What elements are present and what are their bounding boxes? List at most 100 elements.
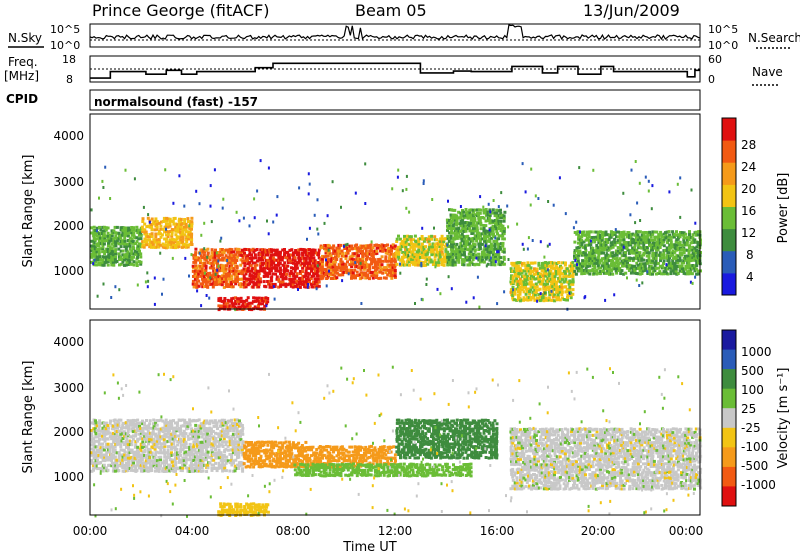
heatmap-cell [533, 267, 536, 270]
heatmap-cell [191, 253, 193, 256]
heatmap-cell [211, 251, 214, 254]
heatmap-cell [167, 246, 170, 249]
heatmap-cell [268, 232, 270, 235]
heatmap-cell [368, 277, 371, 280]
nsky-right-tick-bottom: 10^0 [708, 39, 738, 52]
heatmap-cell [474, 243, 477, 246]
heatmap-cell [144, 449, 147, 452]
heatmap-cell [96, 459, 99, 462]
heatmap-cell [454, 263, 457, 266]
heatmap-cell [209, 276, 211, 279]
heatmap-cell [188, 275, 190, 278]
heatmap-cell [611, 251, 614, 254]
heatmap-cell [94, 241, 96, 244]
heatmap-cell [572, 288, 575, 291]
heatmap-cell [151, 232, 154, 235]
heatmap-cell [463, 263, 466, 266]
nsky-left-tick-top: 10^5 [50, 23, 80, 36]
heatmap-cell [581, 259, 584, 262]
heatmap-cell [199, 252, 201, 255]
heatmap-cell [346, 260, 349, 263]
heatmap-cell [615, 228, 617, 231]
heatmap-cell [447, 200, 449, 203]
heatmap-cell [190, 220, 193, 223]
heatmap-cell [606, 241, 609, 244]
heatmap-cell [642, 259, 645, 262]
heatmap-cell [299, 286, 302, 289]
heatmap-cell [452, 232, 455, 235]
heatmap-cell [394, 274, 397, 277]
heatmap-cell [631, 169, 633, 172]
heatmap-cell [112, 264, 115, 267]
heatmap-cell [190, 228, 193, 231]
heatmap-cell [136, 256, 139, 259]
heatmap-cell [682, 248, 684, 251]
heatmap-cell [372, 255, 375, 258]
heatmap-cell [235, 259, 238, 262]
heatmap-cell [159, 456, 162, 459]
heatmap-cell [122, 250, 125, 253]
heatmap-cell [266, 220, 268, 223]
heatmap-cell [230, 275, 233, 278]
heatmap-cell [196, 289, 198, 292]
heatmap-cell [553, 278, 556, 281]
heatmap-cell [183, 205, 185, 208]
heatmap-cell [536, 300, 538, 303]
power-cbar-tick-8: 8 [746, 248, 754, 262]
heatmap-cell [451, 287, 453, 290]
heatmap-cell [299, 260, 302, 263]
nave-right-tick-top: 60 [708, 53, 722, 66]
heatmap-cell [421, 227, 423, 230]
heatmap-cell [194, 424, 197, 427]
heatmap-cell [549, 270, 552, 273]
heatmap-cell [297, 251, 300, 254]
heatmap-cell [422, 298, 424, 301]
heatmap-cell [490, 257, 492, 260]
heatmap-cell [232, 250, 235, 253]
heatmap-cell [359, 258, 362, 261]
heatmap-cell [292, 273, 295, 276]
heatmap-cell [335, 276, 338, 279]
heatmap-cell [530, 280, 533, 283]
heatmap-cell [147, 213, 149, 216]
heatmap-cell [691, 189, 693, 192]
heatmap-cell [348, 272, 350, 275]
heatmap-cell [497, 254, 500, 257]
heatmap-cell [145, 280, 147, 283]
heatmap-cell [465, 208, 468, 211]
heatmap-cell [194, 461, 197, 464]
heatmap-cell [256, 190, 258, 193]
heatmap-cell [195, 190, 197, 193]
heatmap-cell [174, 217, 177, 220]
heatmap-cell [90, 432, 93, 435]
heatmap-cell [495, 209, 498, 212]
heatmap-cell [496, 302, 498, 305]
heatmap-cell [308, 192, 310, 195]
heatmap-cell [375, 250, 378, 253]
heatmap-cell [517, 265, 520, 268]
heatmap-cell [232, 285, 235, 288]
heatmap-cell [665, 263, 667, 266]
heatmap-cell [528, 293, 531, 296]
heatmap-cell [619, 272, 622, 275]
heatmap-cell [663, 259, 666, 262]
heatmap-cell [136, 469, 139, 472]
heatmap-cell [314, 214, 316, 217]
heatmap-cell [461, 233, 464, 236]
heatmap-cell [639, 219, 641, 222]
heatmap-cell [511, 281, 514, 284]
heatmap-cell [185, 223, 188, 226]
heatmap-cell [626, 247, 629, 250]
heatmap-cell [134, 177, 136, 180]
heatmap-cell [219, 240, 221, 243]
freq-left-label-1: Freq. [8, 55, 38, 69]
heatmap-cell [98, 250, 101, 253]
heatmap-cell [127, 446, 130, 449]
heatmap-cell [184, 257, 186, 260]
heatmap-cell [503, 248, 506, 251]
heatmap-cell [381, 250, 384, 253]
heatmap-cell [183, 435, 186, 438]
power-colorbar-swatch [722, 162, 736, 185]
heatmap-cell [178, 174, 180, 177]
heatmap-cell [199, 259, 202, 262]
